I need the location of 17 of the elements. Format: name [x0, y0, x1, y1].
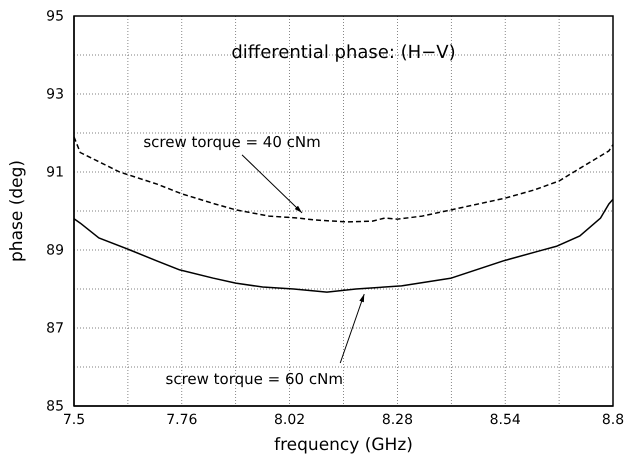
- x-tick-label: 8.54: [490, 412, 521, 428]
- x-tick-label: 8.8: [602, 412, 624, 428]
- x-tick-label: 8.28: [382, 412, 413, 428]
- x-tick-label: 8.02: [274, 412, 306, 428]
- x-tick-label: 7.5: [62, 412, 86, 428]
- y-axis-title: phase (deg): [7, 160, 27, 262]
- y-tick-label: 89: [46, 242, 64, 258]
- y-tick-label: 95: [46, 8, 64, 24]
- text: differential phase: (H−V): [231, 42, 456, 63]
- x-axis-title: frequency (GHz): [274, 435, 413, 455]
- annotation: screw torque = 40 cNm: [143, 132, 321, 151]
- y-tick-label: 85: [46, 398, 64, 414]
- y-tick-label: 91: [46, 164, 64, 180]
- x-tick-label: 7.76: [166, 412, 198, 428]
- y-tick-label: 87: [46, 320, 64, 336]
- annotation: screw torque = 60 cNm: [166, 370, 343, 388]
- y-tick-label: 93: [46, 86, 64, 102]
